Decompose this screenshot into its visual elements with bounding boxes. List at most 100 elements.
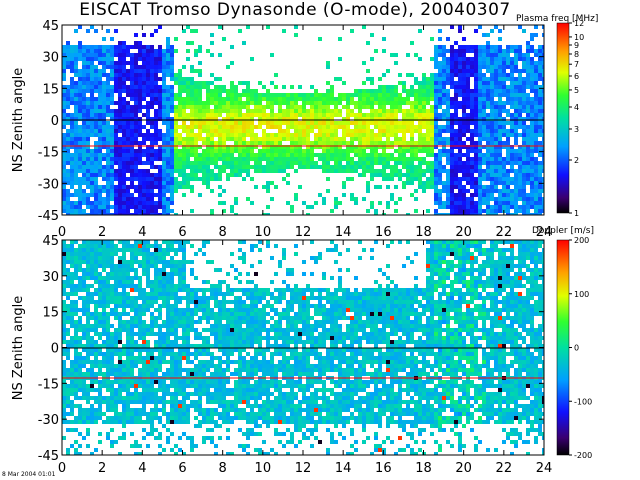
heatmap-cell <box>66 57 70 61</box>
heatmap-cell <box>278 93 282 97</box>
heatmap-cell <box>154 340 158 344</box>
heatmap-cell <box>126 388 130 392</box>
heatmap-cell <box>134 117 138 121</box>
heatmap-cell <box>126 352 130 356</box>
heatmap-cell <box>466 169 470 173</box>
heatmap-cell <box>322 117 326 121</box>
heatmap-cell <box>394 209 398 213</box>
heatmap-cell <box>190 153 194 157</box>
heatmap-cell <box>494 109 498 113</box>
heatmap-cell <box>470 141 474 145</box>
heatmap-cell <box>130 348 134 352</box>
heatmap-cell <box>470 193 474 197</box>
heatmap-cell <box>302 149 306 153</box>
heatmap-cell <box>250 125 254 129</box>
heatmap-cell <box>358 117 362 121</box>
heatmap-cell <box>382 165 386 169</box>
heatmap-cell <box>102 308 106 312</box>
heatmap-cell <box>246 161 250 165</box>
heatmap-cell <box>462 133 466 137</box>
heatmap-cell <box>98 388 102 392</box>
heatmap-cell <box>518 77 522 81</box>
heatmap-cell <box>86 392 90 396</box>
heatmap-cell <box>90 61 94 65</box>
heatmap-cell <box>130 145 134 149</box>
heatmap-cell <box>106 248 110 252</box>
heatmap-cell <box>138 368 142 372</box>
heatmap-cell <box>286 93 290 97</box>
heatmap-cell <box>74 117 78 121</box>
heatmap-cell <box>166 165 170 169</box>
heatmap-cell <box>122 145 126 149</box>
heatmap-cell <box>78 101 82 105</box>
heatmap-cell <box>126 404 130 408</box>
heatmap-cell <box>174 252 178 256</box>
heatmap-cell <box>102 248 106 252</box>
heatmap-cell <box>110 185 114 189</box>
heatmap-cell <box>82 101 86 105</box>
heatmap-cell <box>90 256 94 260</box>
heatmap-cell <box>114 412 118 416</box>
heatmap-cell <box>150 97 154 101</box>
heatmap-cell <box>370 153 374 157</box>
heatmap-cell <box>510 197 514 201</box>
heatmap-cell <box>418 81 422 85</box>
heatmap-cell <box>486 77 490 81</box>
heatmap-cell <box>450 49 454 53</box>
heatmap-cell <box>482 101 486 105</box>
heatmap-cell <box>542 49 544 53</box>
heatmap-cell <box>126 121 130 125</box>
heatmap-cell <box>118 169 122 173</box>
heatmap-cell <box>146 85 150 89</box>
heatmap-cell <box>314 117 318 121</box>
heatmap-cell <box>82 384 86 388</box>
heatmap-cell <box>166 248 170 252</box>
heatmap-cell <box>502 205 506 209</box>
heatmap-cell <box>302 117 306 121</box>
heatmap-cell <box>442 125 446 129</box>
heatmap-cell <box>214 145 218 149</box>
heatmap-cell <box>126 89 130 93</box>
heatmap-cell <box>486 69 490 73</box>
heatmap-cell <box>146 77 150 81</box>
heatmap-cell <box>78 276 82 280</box>
heatmap-cell <box>414 153 418 157</box>
heatmap-cell <box>462 189 466 193</box>
heatmap-cell <box>146 149 150 153</box>
heatmap-cell <box>126 49 130 53</box>
heatmap-cell <box>74 173 78 177</box>
heatmap-cell <box>118 121 122 125</box>
heatmap-cell <box>130 324 134 328</box>
heatmap-cell <box>86 201 90 205</box>
heatmap-cell <box>230 209 234 213</box>
heatmap-cell <box>78 25 82 29</box>
heatmap-cell <box>494 129 498 133</box>
heatmap-cell <box>74 153 78 157</box>
heatmap-cell <box>486 209 490 213</box>
heatmap-cell <box>110 69 114 73</box>
heatmap-cell <box>138 201 142 205</box>
heatmap-cell <box>110 420 114 424</box>
heatmap-cell <box>186 165 190 169</box>
heatmap-cell <box>494 141 498 145</box>
heatmap-cell <box>366 41 370 45</box>
heatmap-cell <box>94 344 98 348</box>
heatmap-cell <box>422 113 426 117</box>
heatmap-cell <box>94 348 98 352</box>
heatmap-cell <box>218 157 222 161</box>
heatmap-cell <box>158 260 162 264</box>
heatmap-cell <box>134 268 138 272</box>
heatmap-cell <box>118 436 122 440</box>
heatmap-cell <box>326 61 330 65</box>
heatmap-cell <box>466 145 470 149</box>
heatmap-cell <box>130 384 134 388</box>
heatmap-cell <box>518 177 522 181</box>
heatmap-cell <box>358 93 362 97</box>
heatmap-cell <box>266 101 270 105</box>
heatmap-cell <box>162 392 166 396</box>
heatmap-cell <box>246 117 250 121</box>
heatmap-cell <box>130 181 134 185</box>
heatmap-cell <box>90 101 94 105</box>
heatmap-cell <box>370 57 374 61</box>
heatmap-cell <box>214 105 218 109</box>
